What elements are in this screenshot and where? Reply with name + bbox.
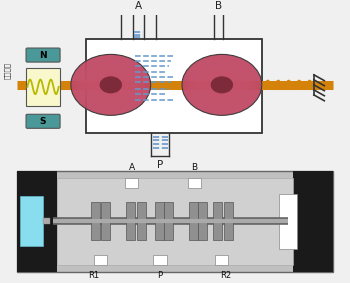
FancyBboxPatch shape <box>26 114 60 128</box>
Circle shape <box>193 63 250 107</box>
Bar <box>126 202 135 241</box>
Circle shape <box>88 67 134 102</box>
Bar <box>224 202 233 241</box>
Bar <box>102 202 110 241</box>
Circle shape <box>219 83 225 87</box>
Bar <box>86 38 262 132</box>
Bar <box>26 68 61 106</box>
Circle shape <box>210 76 233 94</box>
Circle shape <box>196 65 247 104</box>
Text: P: P <box>158 271 163 280</box>
Circle shape <box>182 54 262 115</box>
Bar <box>155 202 164 241</box>
Text: R1: R1 <box>88 271 99 280</box>
Circle shape <box>71 54 151 115</box>
Circle shape <box>71 54 151 115</box>
Circle shape <box>77 59 145 111</box>
Circle shape <box>202 70 242 100</box>
Circle shape <box>205 72 239 98</box>
Bar <box>125 178 138 188</box>
Bar <box>21 196 43 246</box>
Circle shape <box>99 76 122 94</box>
Text: 线圈断电: 线圈断电 <box>4 63 11 80</box>
Circle shape <box>211 76 233 93</box>
Bar <box>137 202 146 241</box>
Text: B: B <box>215 1 222 11</box>
Circle shape <box>94 72 128 98</box>
Text: N: N <box>39 51 47 59</box>
Text: S: S <box>40 117 46 126</box>
Circle shape <box>97 74 125 96</box>
Circle shape <box>74 57 148 113</box>
Circle shape <box>216 80 228 89</box>
Circle shape <box>91 70 131 100</box>
Circle shape <box>102 78 119 91</box>
Circle shape <box>190 61 253 109</box>
Circle shape <box>108 83 114 87</box>
Text: A: A <box>128 163 135 172</box>
Bar <box>91 202 100 241</box>
Circle shape <box>182 54 262 115</box>
Circle shape <box>79 61 142 109</box>
Text: B: B <box>191 163 197 172</box>
Text: A: A <box>135 1 142 11</box>
Circle shape <box>82 63 139 107</box>
Circle shape <box>85 65 136 104</box>
Circle shape <box>208 74 236 96</box>
Bar <box>213 202 222 241</box>
Circle shape <box>188 59 256 111</box>
Bar <box>293 171 333 272</box>
Circle shape <box>213 78 230 91</box>
Text: R2: R2 <box>220 271 231 280</box>
Bar <box>189 202 198 241</box>
Bar <box>198 202 207 241</box>
Bar <box>43 218 50 224</box>
Bar <box>188 178 201 188</box>
Bar <box>279 194 296 249</box>
Bar <box>215 255 229 265</box>
Circle shape <box>185 57 259 113</box>
Bar <box>57 178 293 265</box>
Bar <box>94 255 107 265</box>
Bar <box>153 255 167 265</box>
Bar <box>17 171 57 272</box>
Bar <box>164 202 173 241</box>
Circle shape <box>199 67 245 102</box>
Circle shape <box>105 80 117 89</box>
Text: P: P <box>157 160 163 170</box>
FancyBboxPatch shape <box>26 48 60 62</box>
Circle shape <box>100 76 122 93</box>
Bar <box>17 171 333 272</box>
